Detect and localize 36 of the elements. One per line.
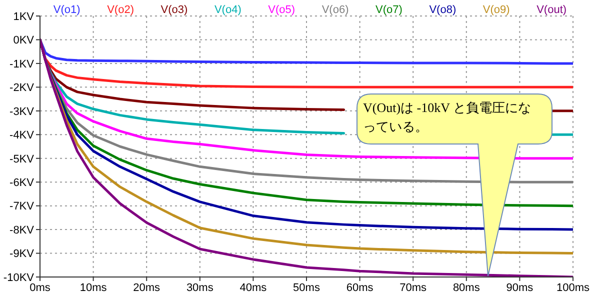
text: V(o4) <box>214 4 242 16</box>
text: V(out) <box>536 4 567 16</box>
x-tick-label: 20ms <box>133 282 161 294</box>
x-tick-label: 90ms <box>506 282 534 294</box>
x-tick-label: 0ms <box>30 282 51 294</box>
y-tick-label: -7KV <box>10 200 35 213</box>
y-tick-label: -9KV <box>10 248 35 260</box>
y-tick-label: -6KV <box>10 176 35 189</box>
y-tick-label: -3KV <box>10 106 35 118</box>
y-tick-label: -8KV <box>10 224 35 236</box>
text: V(o3) <box>160 4 188 16</box>
y-tick-label: -2KV <box>10 82 35 94</box>
x-tick-label: 100ms <box>556 282 590 294</box>
text: V(o9) <box>482 4 510 16</box>
y-tick-label: 0KV <box>13 34 35 47</box>
x-tick-label: 60ms <box>346 282 374 294</box>
y-tick-label: -1KV <box>10 58 35 70</box>
x-tick-label: 70ms <box>400 282 428 294</box>
x-tick-label: 10ms <box>80 282 108 294</box>
y-tick-label: -4KV <box>10 130 35 142</box>
x-tick-label: 40ms <box>240 282 268 294</box>
text: V(o2) <box>107 4 134 16</box>
y-tick-label: -5KV <box>10 153 35 166</box>
speech-balloon: V(Out)は -10kV と負電圧になっている。 <box>356 94 552 276</box>
y-tick-label: -10KV <box>3 272 35 284</box>
text: V(o8) <box>429 4 456 16</box>
y-tick-label: 1KV <box>13 10 35 23</box>
text: V(o7) <box>376 4 402 16</box>
x-tick-label: 80ms <box>452 282 480 294</box>
x-tick-label: 50ms <box>293 282 320 294</box>
x-tick-label: 30ms <box>186 282 214 294</box>
line-series <box>40 38 573 65</box>
text: V(o1) <box>53 4 80 16</box>
annotation: V(Out)は -10kV と負電圧になっている。 <box>363 99 532 136</box>
text: V(o6) <box>322 4 349 16</box>
text: V(o5) <box>268 4 296 16</box>
